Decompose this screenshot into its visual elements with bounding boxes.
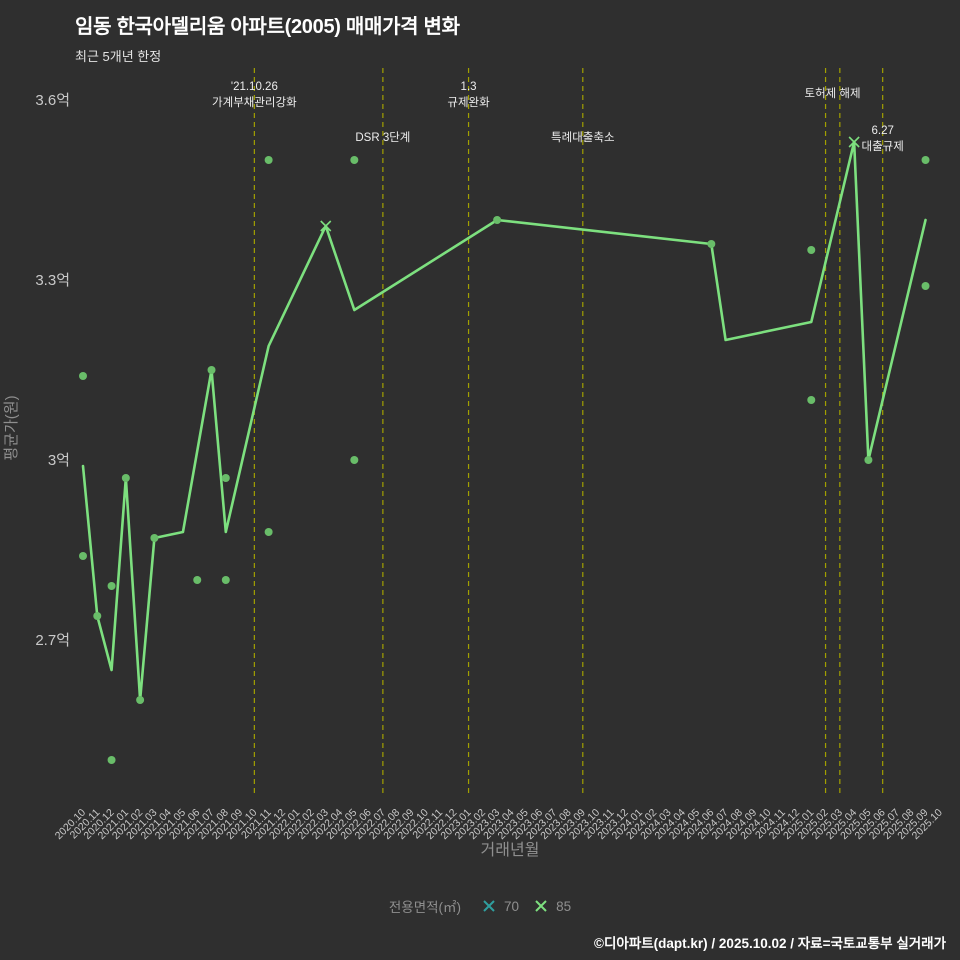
trade-point[interactable] xyxy=(264,156,273,164)
y-axis-title: 평균가(원) xyxy=(3,395,20,460)
trade-point[interactable] xyxy=(707,240,716,248)
trade-point[interactable] xyxy=(807,396,816,404)
legend-item-70[interactable]: 70 xyxy=(481,899,519,914)
annotation-label: 1.3 xyxy=(461,81,477,93)
trade-point[interactable] xyxy=(107,582,116,590)
annotation-label: DSR 3단계 xyxy=(355,131,410,144)
x-axis-title: 거래년월 xyxy=(481,841,540,859)
trade-point[interactable] xyxy=(350,456,359,464)
trade-point[interactable] xyxy=(921,282,930,290)
trade-point[interactable] xyxy=(350,156,359,164)
legend-item-label: 70 xyxy=(504,898,520,914)
trade-point[interactable] xyxy=(150,534,159,542)
x-marker xyxy=(848,136,860,148)
trade-point[interactable] xyxy=(864,456,873,464)
legend-item-label: 85 xyxy=(556,898,572,914)
trade-point[interactable] xyxy=(193,576,202,584)
legend-title: 전용면적(㎡) xyxy=(388,900,462,915)
x-marker-icon xyxy=(535,900,547,912)
chart-header: 임동 한국아델리움 아파트(2005) 매매가격 변화 최근 5개년 한정 xyxy=(75,10,460,65)
trade-point[interactable] xyxy=(921,156,930,164)
trade-point[interactable] xyxy=(93,612,102,620)
trade-point[interactable] xyxy=(264,528,273,536)
price-line-85[interactable] xyxy=(81,140,927,702)
annotation-label: 특례대출축소 xyxy=(551,131,614,144)
x-marker-icon xyxy=(483,900,495,912)
x-marker xyxy=(320,220,332,232)
trade-point[interactable] xyxy=(207,366,216,374)
y-tick-label: 3.3억 xyxy=(35,272,70,289)
trade-point[interactable] xyxy=(807,246,816,254)
trade-point[interactable] xyxy=(79,372,87,380)
legend: 전용면적(㎡) 70 85 xyxy=(0,896,960,916)
y-tick-label: 3.6억 xyxy=(35,92,70,109)
chart-subtitle: 최근 5개년 한정 xyxy=(75,49,162,64)
y-tick-label: 2.7억 xyxy=(35,632,70,649)
trade-point[interactable] xyxy=(221,474,230,482)
footer-credit: ©디아파트(dapt.kr) / 2025.10.02 / 자료=국토교통부 실… xyxy=(594,936,946,951)
annotation-label: 6.27 xyxy=(871,125,893,137)
trade-point[interactable] xyxy=(221,576,230,584)
annotation-label: 대출규제 xyxy=(862,140,904,153)
page-title: 임동 한국아델리움 아파트(2005) 매매가격 변화 xyxy=(75,16,460,38)
legend-items: 70 85 xyxy=(467,899,571,914)
legend-item-85[interactable]: 85 xyxy=(533,899,571,914)
trade-point[interactable] xyxy=(121,474,130,482)
y-tick-label: 3억 xyxy=(48,452,70,469)
trade-point[interactable] xyxy=(493,216,502,224)
trade-point[interactable] xyxy=(136,696,145,704)
annotation-label: 토허제 해제 xyxy=(805,87,861,100)
trade-point[interactable] xyxy=(107,756,116,764)
annotation-label: 가계부채관리강화 xyxy=(212,96,297,109)
annotation-label: '21.10.26 xyxy=(231,81,278,93)
annotation-label: 규제완화 xyxy=(447,96,490,109)
trade-point[interactable] xyxy=(79,552,87,560)
